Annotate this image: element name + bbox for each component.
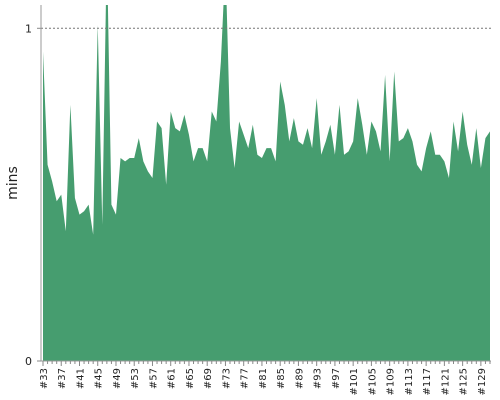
x-tick-label: #85 [276,368,287,389]
x-tick-label: #125 [459,368,470,395]
y-axis-label: mins [5,166,21,200]
x-tick-label: #65 [185,368,196,389]
x-tick-label: #117 [422,368,433,395]
x-tick-label: #113 [404,368,415,395]
x-tick-label: #89 [294,368,305,389]
x-tick-label: #33 [39,368,50,389]
x-tick-label: #93 [313,368,324,389]
x-tick-label: #41 [75,368,86,389]
x-tick-label: #45 [94,368,105,389]
x-tick-label: #109 [386,368,397,395]
x-tick-label: #49 [112,368,123,389]
y-tick-label: 1 [25,22,32,35]
x-tick-label: #73 [221,368,232,389]
x-tick-label: #121 [440,368,451,395]
x-tick-label: #61 [167,368,178,389]
area [43,5,490,361]
x-tick-label: #69 [203,368,214,389]
x-tick-label: #37 [57,368,68,389]
x-tick-label: #101 [349,368,360,395]
x-tick-label: #97 [331,368,342,389]
y-tick-label: 0 [25,355,32,368]
x-tick-label: #105 [367,368,378,395]
x-tick-label: #53 [130,368,141,389]
x-tick-label: #129 [477,368,488,395]
x-tick-label: #77 [240,368,251,389]
x-tick-label: #81 [258,368,269,389]
x-tick-label: #57 [148,368,159,389]
